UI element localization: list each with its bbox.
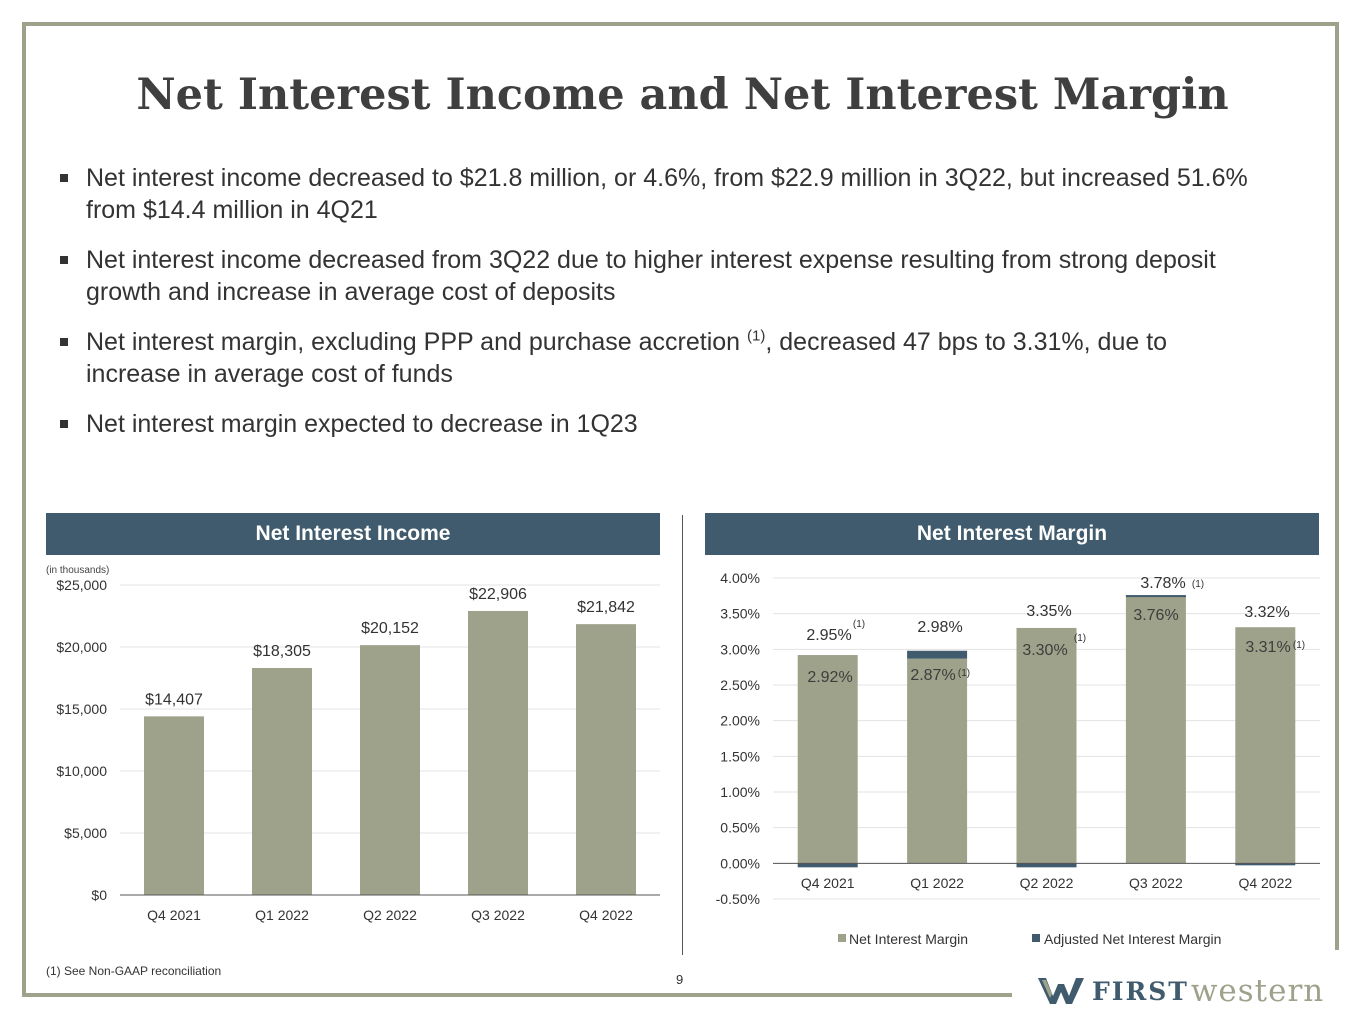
bullet-text: , decreased 47 bps to 3.31%, due to incr… (86, 328, 1168, 388)
nii-xtick-label: Q1 2022 (255, 907, 309, 923)
nim-ytick-label: -0.50% (716, 891, 760, 907)
nii-data-label: $20,152 (361, 620, 419, 637)
nim-difference-segment (1235, 863, 1296, 866)
logo-w-icon (1038, 978, 1084, 1004)
page-number: 9 (676, 972, 684, 987)
nii-data-label: $21,842 (577, 599, 635, 616)
nim-difference-segment (907, 650, 968, 659)
bullet-marker (60, 256, 68, 264)
footnote-marker: (1) (853, 619, 865, 630)
nii-bar (252, 668, 312, 895)
nii-ytick-label: $25,000 (56, 577, 107, 593)
nim-ytick-label: 4.00% (720, 570, 760, 586)
nii-xtick-label: Q4 2022 (579, 907, 633, 923)
adjusted-nim-data-label: 3.31% (1245, 639, 1290, 656)
nim-difference-segment (797, 863, 858, 868)
nim-ytick-label: 3.50% (720, 606, 760, 622)
adjusted-nim-data-label: 2.87% (910, 667, 955, 684)
slide-frame (22, 22, 1339, 997)
nim-data-label: 2.98% (917, 619, 962, 636)
frame-gap-right (1330, 950, 1344, 1010)
nim-xtick-label: Q1 2022 (910, 875, 964, 891)
bullet-text: Net interest margin, excluding PPP and p… (86, 328, 741, 356)
adjusted-nim-data-label: 3.76% (1133, 607, 1178, 624)
nim-data-label: 3.32% (1244, 604, 1289, 621)
footnote-marker: (1) (958, 668, 970, 679)
nim-ytick-label: 0.50% (720, 820, 760, 836)
nii-data-label: $18,305 (253, 643, 311, 660)
nim-ytick-label: 0.00% (720, 855, 760, 871)
footnote-marker: (1) (1293, 640, 1305, 651)
nim-data-label: 3.78% (1140, 575, 1185, 592)
nim-xtick-label: Q2 2022 (1020, 875, 1074, 891)
nii-ytick-label: $15,000 (56, 701, 107, 717)
logo-first-text: FIRST (1092, 976, 1189, 1006)
footnote: (1) See Non-GAAP reconciliation (46, 964, 222, 978)
nii-bar (468, 610, 528, 895)
nim-ytick-label: 2.50% (720, 677, 760, 693)
nii-data-label: $14,407 (145, 691, 203, 708)
legend-label-adjusted: Adjusted Net Interest Margin (1044, 931, 1221, 947)
bullet-marker (60, 174, 68, 182)
nim-adjusted-bar (797, 655, 858, 864)
nii-unit-label: (in thousands) (46, 565, 109, 576)
bullet-item: Net interest income decreased to $21.8 m… (60, 162, 1260, 226)
nim-chart-title: Net Interest Margin (705, 513, 1319, 555)
adjusted-nim-data-label: 3.30% (1022, 642, 1067, 659)
nii-ytick-label: $5,000 (64, 825, 107, 841)
nim-ytick-label: 2.00% (720, 713, 760, 729)
company-logo: FIRST western (1038, 973, 1325, 1009)
nim-xtick-label: Q4 2021 (801, 875, 855, 891)
nii-ytick-label: $10,000 (56, 763, 107, 779)
footnote-marker: (1) (1074, 633, 1086, 644)
nim-data-label: 3.35% (1026, 603, 1071, 620)
nii-data-label: $22,906 (469, 586, 527, 603)
chart-divider (682, 515, 683, 955)
bullet-item: Net interest income decreased from 3Q22 … (60, 244, 1260, 308)
bullet-item: Net interest margin expected to decrease… (60, 408, 1260, 440)
nim-adjusted-bar (1125, 595, 1186, 864)
nii-bar (360, 645, 420, 895)
legend-label-nim: Net Interest Margin (849, 931, 968, 947)
nim-adjusted-bar (1016, 627, 1077, 864)
nii-ytick-label: $20,000 (56, 639, 107, 655)
footnote-marker: (1) (1192, 579, 1204, 590)
legend-swatch-nim (838, 934, 846, 942)
nim-xtick-label: Q4 2022 (1238, 875, 1292, 891)
adjusted-nim-data-label: 2.92% (807, 669, 852, 686)
bullet-list: Net interest income decreased to $21.8 m… (60, 162, 1260, 458)
nii-bar (576, 624, 636, 895)
nii-ytick-label: $0 (91, 887, 107, 903)
nim-adjusted-bar (907, 658, 968, 864)
nii-chart-title: Net Interest Income (46, 513, 660, 555)
nim-difference-segment (1125, 595, 1186, 598)
nii-xtick-label: Q2 2022 (363, 907, 417, 923)
legend-swatch-adjusted (1032, 934, 1040, 942)
nim-adjusted-bar (1235, 627, 1296, 864)
footnote-marker: (1) (747, 327, 766, 345)
logo-western-text: western (1190, 973, 1325, 1009)
bullet-marker (60, 420, 68, 428)
page-title: Net Interest Income and Net Interest Mar… (136, 70, 1229, 120)
nim-ytick-label: 3.00% (720, 641, 760, 657)
nim-difference-segment (1016, 863, 1077, 868)
bullet-marker (60, 338, 68, 346)
nii-bar (144, 716, 204, 895)
bullet-text: Net interest income decreased to $21.8 m… (86, 164, 1248, 224)
bullet-item: Net interest margin, excluding PPP and p… (60, 326, 1260, 390)
frame-gap (1012, 990, 1342, 1002)
nim-ytick-label: 1.50% (720, 748, 760, 764)
nim-data-label: 2.95% (806, 627, 851, 644)
nim-xtick-label: Q3 2022 (1129, 875, 1183, 891)
nii-xtick-label: Q4 2021 (147, 907, 201, 923)
nim-ytick-label: 1.00% (720, 784, 760, 800)
bullet-text: Net interest income decreased from 3Q22 … (86, 246, 1216, 306)
nii-xtick-label: Q3 2022 (471, 907, 525, 923)
bullet-text: Net interest margin expected to decrease… (86, 410, 638, 438)
